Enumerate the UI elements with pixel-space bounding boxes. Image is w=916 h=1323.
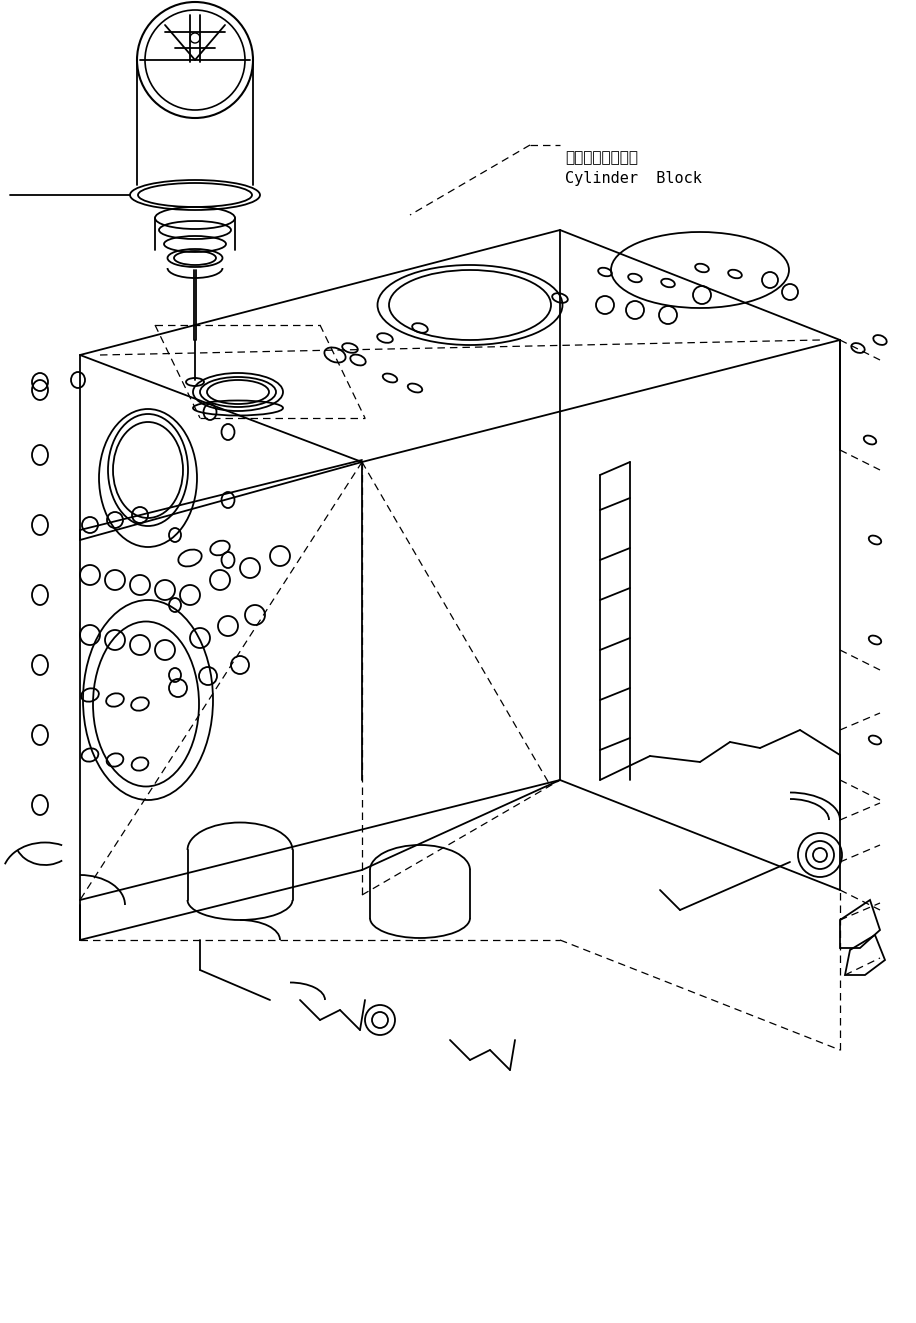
- Text: Cylinder  Block: Cylinder Block: [565, 171, 702, 185]
- Text: シリンダブロック: シリンダブロック: [565, 151, 638, 165]
